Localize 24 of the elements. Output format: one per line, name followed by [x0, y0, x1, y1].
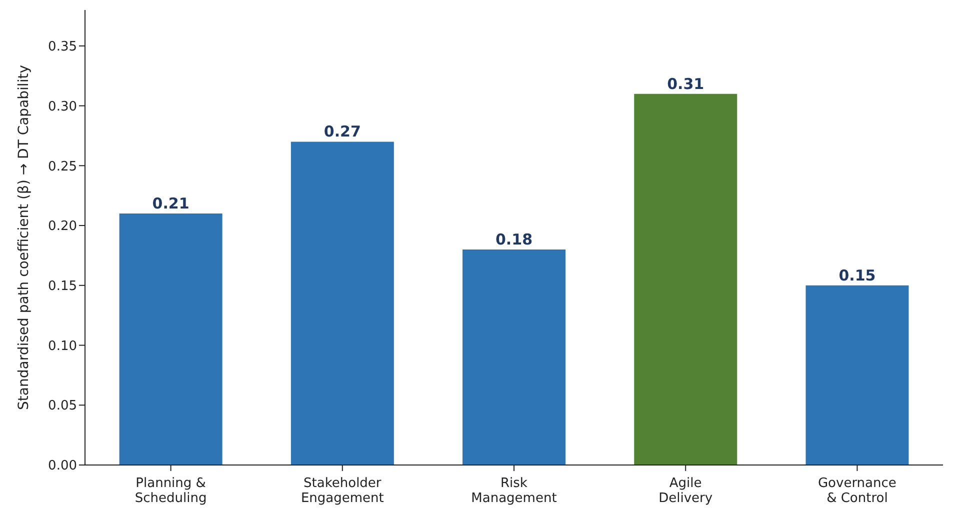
bar [290, 142, 394, 465]
data-label: 0.27 [324, 122, 361, 141]
y-tick-label: 0.20 [48, 219, 77, 234]
bar [462, 249, 566, 465]
y-tick-label: 0.10 [48, 338, 77, 354]
y-tick-label: 0.00 [48, 458, 77, 474]
x-tick-label: Agile Delivery [658, 476, 713, 506]
y-tick-label: 0.30 [48, 99, 77, 114]
x-tick-label: Stakeholder Engagement [300, 476, 384, 506]
bar [119, 214, 222, 465]
data-label: 0.15 [838, 266, 876, 284]
data-label: 0.18 [496, 230, 533, 248]
data-label: 0.21 [152, 194, 190, 213]
y-tick-label: 0.05 [48, 398, 77, 414]
x-tick-label: Governance & Control [818, 476, 896, 506]
y-tick-label: 0.15 [48, 279, 77, 294]
data-label: 0.31 [667, 74, 704, 93]
y-axis-title: Standardised path coefficient (β) → DT Capability [16, 65, 32, 410]
y-tick-label: 0.25 [48, 159, 77, 174]
x-tick-label: Risk Management [471, 476, 557, 506]
y-tick-label: 0.35 [48, 40, 77, 55]
bar [634, 94, 738, 465]
bar [806, 285, 909, 465]
x-tick-label: Planning & Scheduling [134, 476, 207, 506]
